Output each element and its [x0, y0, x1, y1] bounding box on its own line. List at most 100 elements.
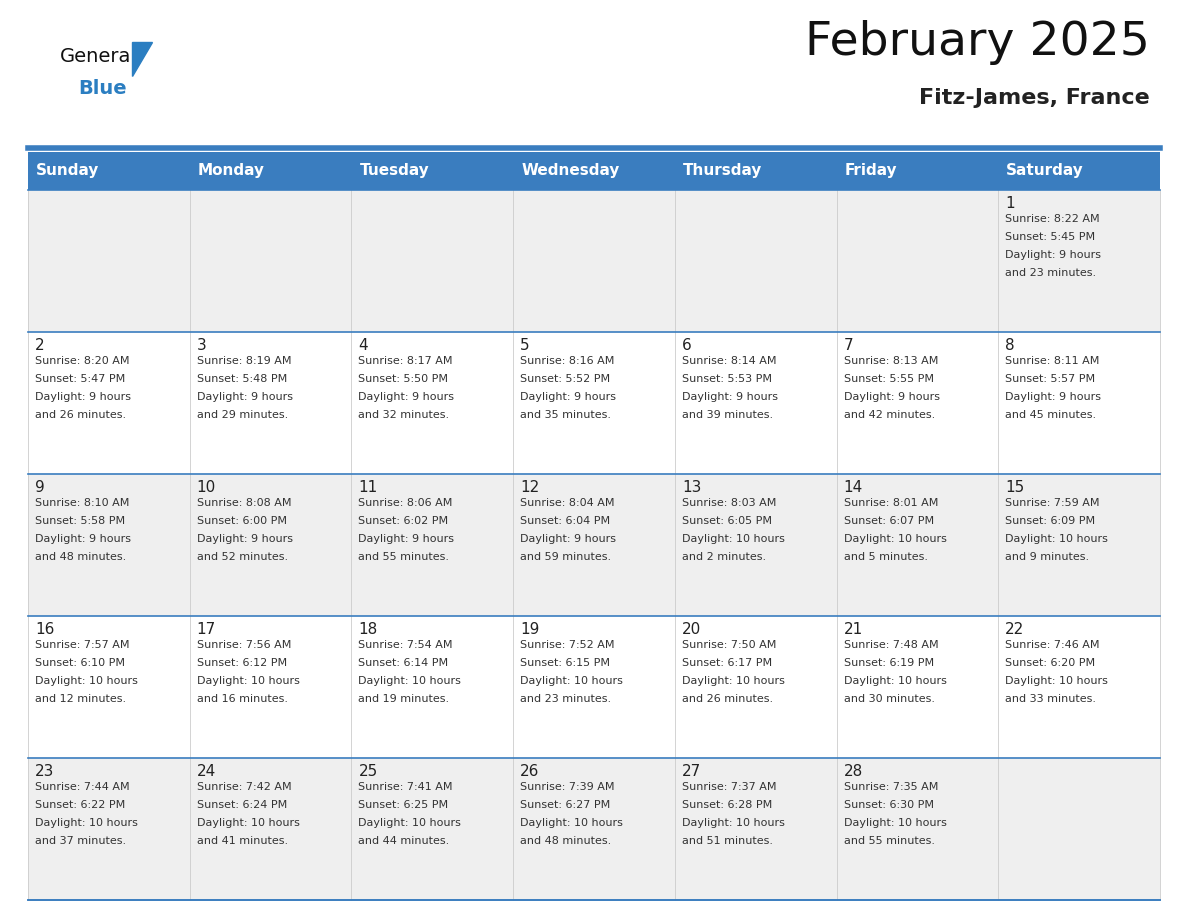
Text: and 52 minutes.: and 52 minutes. [197, 552, 287, 562]
Text: 7: 7 [843, 338, 853, 353]
Bar [352, 152, 513, 190]
Text: Sunrise: 7:46 AM: Sunrise: 7:46 AM [1005, 640, 1100, 650]
Text: Sunset: 6:19 PM: Sunset: 6:19 PM [843, 658, 934, 668]
Text: and 26 minutes.: and 26 minutes. [34, 410, 126, 420]
Text: and 32 minutes.: and 32 minutes. [359, 410, 449, 420]
Text: and 35 minutes.: and 35 minutes. [520, 410, 611, 420]
Text: Daylight: 9 hours: Daylight: 9 hours [682, 392, 778, 402]
Bar [190, 152, 352, 190]
Text: Sunrise: 8:10 AM: Sunrise: 8:10 AM [34, 498, 129, 508]
Text: General: General [61, 47, 137, 66]
Text: Sunday: Sunday [36, 163, 100, 178]
Text: 15: 15 [1005, 480, 1024, 495]
Text: Sunrise: 8:17 AM: Sunrise: 8:17 AM [359, 356, 453, 366]
Bar [836, 190, 998, 332]
Text: 27: 27 [682, 764, 701, 779]
Text: and 37 minutes.: and 37 minutes. [34, 836, 126, 846]
Text: 12: 12 [520, 480, 539, 495]
Text: and 33 minutes.: and 33 minutes. [1005, 694, 1097, 704]
Text: February 2025: February 2025 [805, 20, 1150, 65]
Text: Blue: Blue [78, 79, 127, 98]
Text: 9: 9 [34, 480, 45, 495]
Bar [190, 190, 352, 332]
Text: Sunset: 5:57 PM: Sunset: 5:57 PM [1005, 374, 1095, 384]
Bar [675, 616, 836, 758]
Bar [29, 190, 190, 332]
Text: and 12 minutes.: and 12 minutes. [34, 694, 126, 704]
Text: and 26 minutes.: and 26 minutes. [682, 694, 773, 704]
Text: Sunset: 6:09 PM: Sunset: 6:09 PM [1005, 516, 1095, 526]
Text: 1: 1 [1005, 196, 1015, 211]
Text: and 5 minutes.: and 5 minutes. [843, 552, 928, 562]
Text: Daylight: 10 hours: Daylight: 10 hours [520, 818, 623, 828]
Text: Tuesday: Tuesday [360, 163, 429, 178]
Bar [513, 758, 675, 900]
Text: Sunset: 5:47 PM: Sunset: 5:47 PM [34, 374, 125, 384]
Text: Daylight: 9 hours: Daylight: 9 hours [359, 392, 455, 402]
Text: Daylight: 10 hours: Daylight: 10 hours [682, 534, 785, 544]
Text: 21: 21 [843, 622, 862, 637]
Text: Daylight: 9 hours: Daylight: 9 hours [359, 534, 455, 544]
Text: and 55 minutes.: and 55 minutes. [359, 552, 449, 562]
Bar [352, 332, 513, 474]
Text: Sunrise: 7:54 AM: Sunrise: 7:54 AM [359, 640, 453, 650]
Bar [352, 190, 513, 332]
Text: Sunset: 5:58 PM: Sunset: 5:58 PM [34, 516, 125, 526]
Text: and 59 minutes.: and 59 minutes. [520, 552, 612, 562]
Text: and 16 minutes.: and 16 minutes. [197, 694, 287, 704]
Text: Daylight: 9 hours: Daylight: 9 hours [520, 392, 617, 402]
Text: Daylight: 9 hours: Daylight: 9 hours [197, 392, 292, 402]
Text: Sunrise: 8:01 AM: Sunrise: 8:01 AM [843, 498, 939, 508]
Text: and 51 minutes.: and 51 minutes. [682, 836, 773, 846]
Text: Sunrise: 8:03 AM: Sunrise: 8:03 AM [682, 498, 776, 508]
Bar [190, 616, 352, 758]
Text: Daylight: 10 hours: Daylight: 10 hours [843, 534, 947, 544]
Text: Daylight: 10 hours: Daylight: 10 hours [34, 676, 138, 686]
Text: Sunrise: 8:20 AM: Sunrise: 8:20 AM [34, 356, 129, 366]
Text: Sunrise: 8:08 AM: Sunrise: 8:08 AM [197, 498, 291, 508]
Text: Friday: Friday [845, 163, 897, 178]
Text: 14: 14 [843, 480, 862, 495]
Text: Sunset: 6:30 PM: Sunset: 6:30 PM [843, 800, 934, 810]
Text: 22: 22 [1005, 622, 1024, 637]
Text: Sunset: 6:04 PM: Sunset: 6:04 PM [520, 516, 611, 526]
Bar [352, 758, 513, 900]
Text: Sunrise: 8:06 AM: Sunrise: 8:06 AM [359, 498, 453, 508]
Text: Sunrise: 7:44 AM: Sunrise: 7:44 AM [34, 782, 129, 792]
Text: and 48 minutes.: and 48 minutes. [34, 552, 126, 562]
Text: and 44 minutes.: and 44 minutes. [359, 836, 450, 846]
Text: Sunset: 6:14 PM: Sunset: 6:14 PM [359, 658, 449, 668]
Bar [190, 474, 352, 616]
Text: Daylight: 9 hours: Daylight: 9 hours [520, 534, 617, 544]
Text: Sunset: 6:25 PM: Sunset: 6:25 PM [359, 800, 449, 810]
Text: 17: 17 [197, 622, 216, 637]
Text: Sunset: 6:28 PM: Sunset: 6:28 PM [682, 800, 772, 810]
Text: Daylight: 9 hours: Daylight: 9 hours [1005, 392, 1101, 402]
Text: and 45 minutes.: and 45 minutes. [1005, 410, 1097, 420]
Bar [675, 474, 836, 616]
Text: Daylight: 10 hours: Daylight: 10 hours [1005, 676, 1108, 686]
Text: Daylight: 10 hours: Daylight: 10 hours [197, 818, 299, 828]
Text: Sunset: 5:48 PM: Sunset: 5:48 PM [197, 374, 287, 384]
Text: and 30 minutes.: and 30 minutes. [843, 694, 935, 704]
Text: Sunset: 6:10 PM: Sunset: 6:10 PM [34, 658, 125, 668]
Text: 10: 10 [197, 480, 216, 495]
Text: 20: 20 [682, 622, 701, 637]
Text: 4: 4 [359, 338, 368, 353]
Bar [513, 152, 675, 190]
Text: Sunset: 6:27 PM: Sunset: 6:27 PM [520, 800, 611, 810]
Text: Thursday: Thursday [683, 163, 763, 178]
Bar [513, 616, 675, 758]
Bar [29, 758, 190, 900]
Text: Daylight: 10 hours: Daylight: 10 hours [197, 676, 299, 686]
Text: Sunset: 6:00 PM: Sunset: 6:00 PM [197, 516, 286, 526]
Text: Daylight: 10 hours: Daylight: 10 hours [359, 676, 461, 686]
Text: Daylight: 10 hours: Daylight: 10 hours [520, 676, 623, 686]
Bar [29, 474, 190, 616]
Bar [190, 332, 352, 474]
Text: 23: 23 [34, 764, 55, 779]
Bar [675, 190, 836, 332]
Bar [998, 152, 1159, 190]
Text: 25: 25 [359, 764, 378, 779]
Bar [836, 152, 998, 190]
